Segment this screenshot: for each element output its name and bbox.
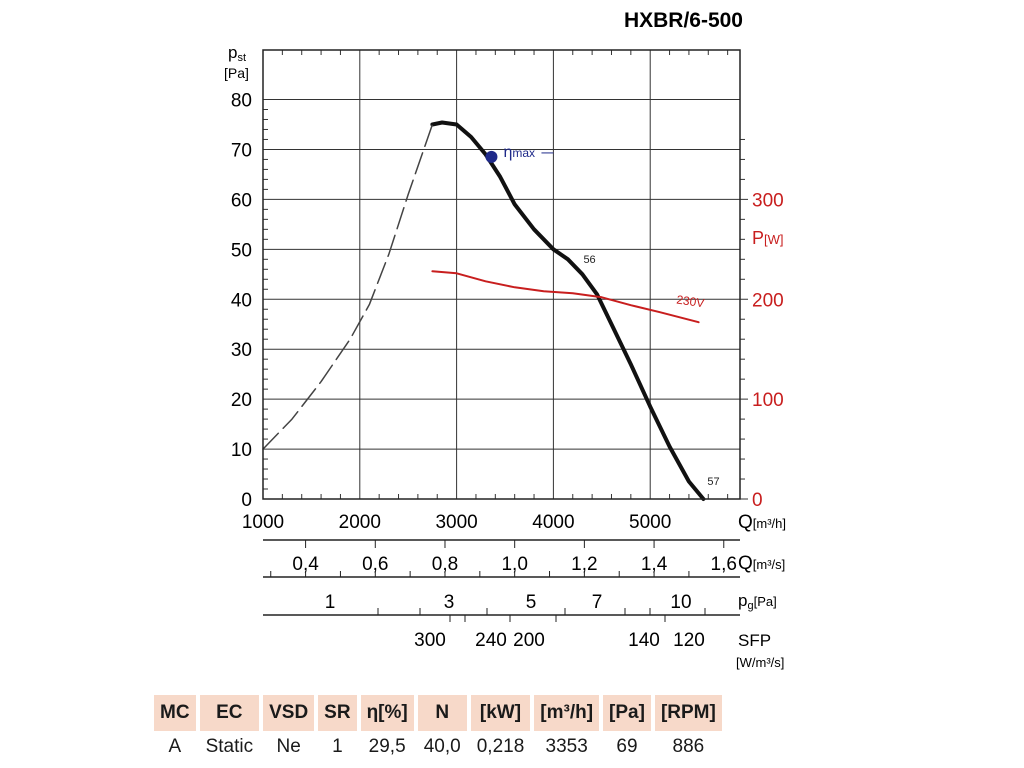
cell-vsd: Ne	[276, 736, 301, 757]
y-tick-label: 0	[241, 490, 252, 511]
spec-table-row: A Static Ne 1 29,5 40,0 0,218 3353 69 88…	[154, 731, 722, 763]
x-tick-label: 4000	[532, 512, 574, 533]
y2-tick-label: 100	[752, 390, 784, 411]
y-tick-label: 30	[231, 340, 252, 361]
y2-axis-label: P[W]	[752, 228, 784, 248]
y-tick-label: 10	[231, 440, 252, 461]
pg-label: 5	[526, 592, 537, 613]
header-pressure: [Pa]	[603, 695, 651, 731]
y-axis-unit: [Pa]	[224, 65, 249, 81]
header-flow: [m³/h]	[534, 695, 600, 731]
cell-sr: 1	[332, 736, 343, 757]
header-vsd: VSD	[263, 695, 315, 731]
series-line-stall-region	[262, 123, 434, 450]
annotations: ηmax 56 57 230V	[485, 144, 720, 488]
sfp-label: 200	[513, 630, 545, 651]
cell-efficiency: 29,5	[368, 736, 406, 757]
sfp-unit: [W/m³/s]	[736, 655, 784, 670]
fan-performance-chart: HXBR/6-500 1000 2000 3000 4000 5000 01020304…	[224, 9, 786, 670]
y2-tick-label: 200	[752, 290, 784, 311]
flow-m3s-label: 1,6	[711, 554, 737, 575]
spec-table-header: MC EC VSD SR η[%] N [kW] [m³/h] [Pa] [RP…	[154, 695, 722, 731]
series-line-pressure	[430, 120, 706, 501]
header-rpm: [RPM]	[654, 695, 722, 731]
header-kw: [kW]	[470, 695, 531, 731]
y2-tick-label: 0	[752, 490, 763, 511]
series-line-power	[431, 270, 700, 324]
cell-mc: A	[168, 736, 182, 757]
pg-label: 1	[325, 592, 336, 613]
y-tick-label: 20	[231, 390, 252, 411]
sfp-scale: 300 240 200 140 120 SFP [W/m³/s]	[414, 615, 784, 670]
eta-max-point	[485, 150, 498, 163]
series-group	[262, 120, 706, 501]
pg-scale: 1 3 5 7 10 pg[Pa]	[263, 591, 777, 616]
header-ec: EC	[199, 695, 260, 731]
header-efficiency: η[%]	[360, 695, 414, 731]
x-axis-ticks: 1000 2000 3000 4000 5000	[242, 512, 671, 533]
flow-m3s-scale: 0,4 0,6 0,8 1,0 1,2 1,4 1,6 Q[m³/s]	[263, 539, 785, 578]
x-axis-label: Q[m³/h]	[738, 512, 786, 533]
curve-label: 56	[583, 254, 595, 266]
plot-frame	[262, 49, 741, 500]
x-tick-label: 1000	[242, 512, 284, 533]
model-title: HXBR/6-500	[624, 9, 743, 32]
pg-label: 7	[592, 592, 603, 613]
y-axis-ticks: 0 10 20 30 40 50 60 70 80	[231, 91, 252, 512]
flow-m3s-label: 0,4	[292, 554, 319, 575]
cell-kw: 0,218	[476, 736, 525, 757]
pg-label: pg[Pa]	[738, 591, 777, 612]
header-mc: MC	[154, 695, 196, 731]
sfp-label: 140	[628, 630, 660, 651]
header-n: N	[417, 695, 467, 731]
y-tick-label: 70	[231, 140, 252, 161]
y-axis-label: pst	[228, 43, 246, 64]
sfp-label: 300	[414, 630, 446, 651]
header-sr: SR	[318, 695, 357, 731]
y2-axis-ticks: 0 100 200 300	[740, 138, 784, 511]
curve-label: 230V	[676, 293, 706, 311]
pg-label: 10	[670, 592, 691, 613]
flow-m3s-label: Q[m³/s]	[738, 553, 785, 574]
grid	[263, 50, 740, 499]
eta-max-label: ηmax	[503, 144, 535, 161]
curve-label: 57	[707, 476, 719, 488]
flow-m3s-label: 0,6	[362, 554, 388, 575]
y-tick-label: 80	[231, 91, 252, 112]
y-tick-label: 40	[231, 290, 252, 311]
cell-ec: Static	[205, 736, 254, 757]
cell-flow: 3353	[545, 736, 588, 757]
flow-m3s-label: 1,4	[641, 554, 668, 575]
x-tick-label: 3000	[435, 512, 477, 533]
sfp-label: SFP	[738, 631, 771, 650]
flow-m3s-label: 0,8	[432, 554, 458, 575]
pg-label: 3	[444, 592, 455, 613]
cell-n: 40,0	[423, 736, 461, 757]
y-tick-label: 60	[231, 190, 252, 211]
sfp-label: 240	[475, 630, 507, 651]
cell-rpm: 886	[672, 736, 705, 757]
x-tick-label: 2000	[339, 512, 381, 533]
cell-pressure: 69	[616, 736, 638, 757]
sfp-label: 120	[673, 630, 705, 651]
spec-table: MC EC VSD SR η[%] N [kW] [m³/h] [Pa] [RP…	[150, 695, 726, 763]
flow-m3s-label: 1,0	[501, 554, 527, 575]
y2-tick-label: 300	[752, 190, 784, 211]
flow-m3s-label: 1,2	[571, 554, 597, 575]
y-tick-label: 50	[231, 240, 252, 261]
x-tick-label: 5000	[629, 512, 671, 533]
